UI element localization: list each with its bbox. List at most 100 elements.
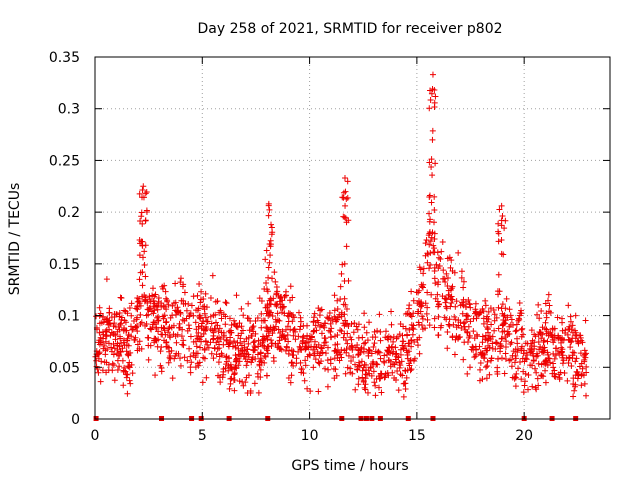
- data-point: [554, 314, 561, 321]
- data-point: [483, 375, 490, 382]
- data-point: [406, 302, 413, 309]
- data-point: [559, 360, 566, 367]
- data-point: [216, 341, 223, 348]
- data-point: [397, 320, 404, 327]
- data-point: [375, 384, 382, 391]
- data-point: [139, 242, 146, 249]
- data-point: [562, 327, 569, 334]
- data-point: [480, 315, 487, 322]
- data-point: [466, 301, 473, 308]
- data-point: [540, 347, 547, 354]
- data-point: [381, 352, 388, 359]
- data-point: [268, 221, 275, 228]
- data-point: [210, 355, 217, 362]
- data-point: [158, 324, 165, 331]
- data-point: [132, 324, 139, 331]
- data-point: [244, 358, 251, 365]
- data-point: [257, 366, 264, 373]
- data-point: [252, 318, 259, 325]
- data-point: [363, 371, 370, 378]
- data-point: [169, 375, 176, 382]
- data-point: [491, 317, 498, 324]
- data-point: [411, 339, 418, 346]
- data-point: [451, 313, 458, 320]
- data-point: [559, 327, 566, 334]
- data-point: [274, 310, 281, 317]
- data-point: [179, 341, 186, 348]
- data-point: [143, 312, 150, 319]
- data-point: [424, 316, 431, 323]
- data-point: [337, 327, 344, 334]
- data-point: [161, 327, 168, 334]
- data-point: [457, 302, 464, 309]
- data-point: [157, 348, 164, 355]
- data-point: [289, 352, 296, 359]
- data-point: [147, 298, 154, 305]
- data-point: [124, 363, 131, 370]
- data-point: [372, 392, 379, 399]
- data-point: [516, 300, 523, 307]
- data-point: [430, 249, 437, 256]
- data-point: [533, 369, 540, 376]
- data-point: [446, 322, 453, 329]
- data-point: [228, 375, 235, 382]
- data-point: [436, 254, 443, 261]
- data-point: [283, 343, 290, 350]
- data-point: [371, 340, 378, 347]
- data-point: [460, 320, 467, 327]
- data-point: [263, 280, 270, 287]
- data-point: [265, 200, 272, 207]
- data-point: [173, 311, 180, 318]
- data-point: [449, 267, 456, 274]
- data-point: [402, 325, 409, 332]
- data-point: [145, 306, 152, 313]
- data-point: [231, 387, 238, 394]
- data-point: [377, 355, 384, 362]
- data-point: [471, 354, 478, 361]
- data-point: [290, 332, 297, 339]
- data-point: [340, 334, 347, 341]
- data-point: [245, 300, 252, 307]
- data-point: [414, 300, 421, 307]
- data-point: [163, 306, 170, 313]
- data-point: [495, 220, 502, 227]
- data-point: [258, 298, 265, 305]
- data-point: [183, 307, 190, 314]
- data-point: [352, 361, 359, 368]
- data-point: [390, 338, 397, 345]
- y-tick-label: 0.3: [58, 102, 80, 118]
- data-point: [538, 372, 545, 379]
- data-point: [117, 294, 124, 301]
- data-point: [317, 350, 324, 357]
- data-point: [356, 362, 363, 369]
- data-point: [502, 356, 509, 363]
- data-point: [110, 351, 117, 358]
- data-point: [488, 321, 495, 328]
- data-point: [124, 371, 131, 378]
- data-point: [324, 383, 331, 390]
- data-point: [277, 330, 284, 337]
- data-point: [577, 334, 584, 341]
- data-point: [570, 393, 577, 400]
- data-point: [95, 339, 102, 346]
- data-point: [431, 315, 438, 322]
- data-point: [538, 372, 545, 379]
- data-point: [497, 343, 504, 350]
- data-point: [218, 315, 225, 322]
- data-point: [429, 172, 436, 179]
- data-point: [530, 357, 537, 364]
- data-point: [549, 325, 556, 332]
- data-point: [423, 310, 430, 317]
- data-point: [460, 284, 467, 291]
- data-point: [268, 337, 275, 344]
- chart-title: Day 258 of 2021, SRMTID for receiver p80…: [197, 21, 502, 37]
- data-point: [212, 319, 219, 326]
- data-point: [231, 369, 238, 376]
- data-point: [556, 374, 563, 381]
- data-point: [552, 352, 559, 359]
- data-point: [422, 300, 429, 307]
- data-point: [395, 354, 402, 361]
- data-point: [465, 313, 472, 320]
- x-tick-labels: 0 5 10 15 20: [91, 428, 534, 444]
- data-point: [273, 318, 280, 325]
